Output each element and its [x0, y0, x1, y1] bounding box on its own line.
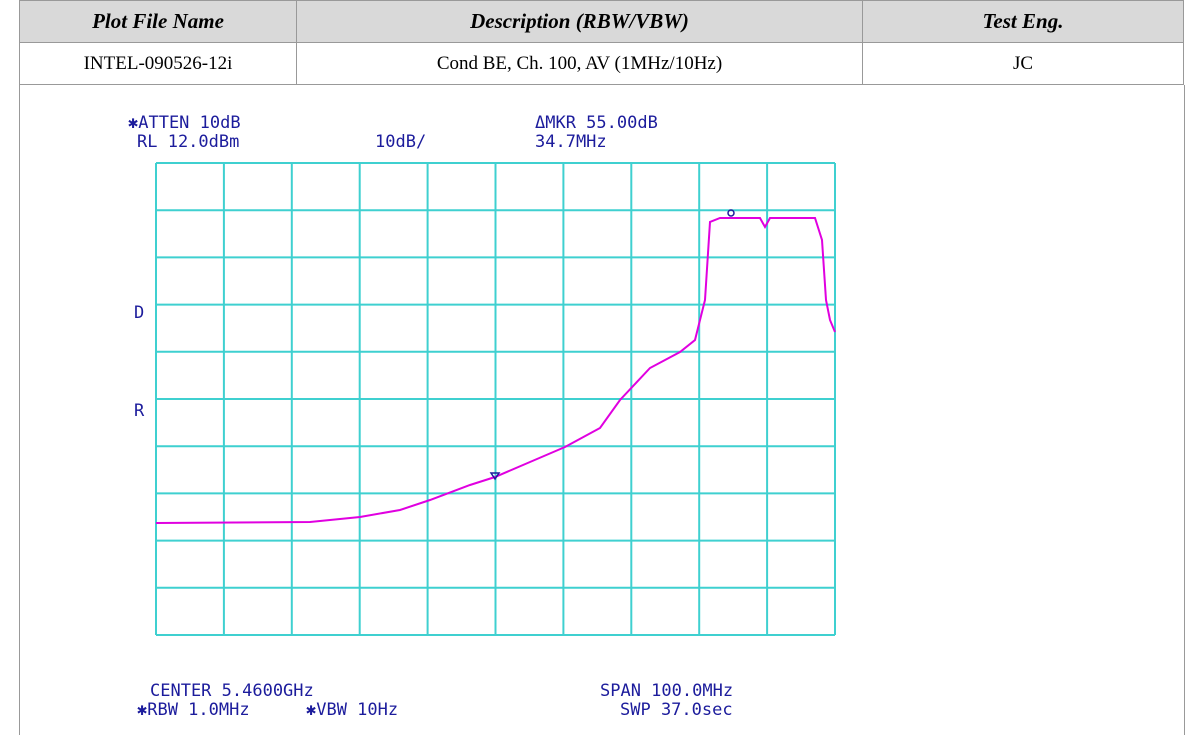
plot-label: SWP 37.0sec: [620, 700, 733, 720]
plot-label: CENTER 5.4600GHz: [150, 681, 314, 701]
plot-label: ✱VBW 10Hz: [306, 700, 398, 720]
plot-label: RL 12.0dBm: [137, 132, 239, 152]
plot-label: ΔMKR 55.00dB: [535, 113, 658, 133]
cell: JC: [862, 42, 1184, 85]
marker: [727, 209, 735, 217]
info-table: Plot File Name Description (RBW/VBW) Tes…: [19, 0, 1184, 85]
cell: INTEL-090526-12i: [19, 42, 297, 85]
plot-label: R: [134, 401, 145, 421]
plot-label: 10dB/: [375, 132, 426, 152]
data-row: INTEL-090526-12i Cond BE, Ch. 100, AV (1…: [19, 42, 1184, 85]
header-row: Plot File Name Description (RBW/VBW) Tes…: [19, 0, 1184, 43]
plot-label: ✱ATTEN 10dB: [128, 113, 241, 133]
plot-label: D: [134, 303, 144, 323]
trace: [155, 217, 836, 524]
header-cell: Description (RBW/VBW): [296, 0, 863, 43]
plot-label: 34.7MHz: [535, 132, 607, 152]
grid: [155, 162, 836, 636]
cell: Cond BE, Ch. 100, AV (1MHz/10Hz): [296, 42, 863, 85]
plot-label: ✱RBW 1.0MHz: [137, 700, 250, 720]
plot-cell: [19, 85, 1185, 735]
header-cell: Plot File Name: [19, 0, 297, 43]
plot-label: SPAN 100.0MHz: [600, 681, 733, 701]
ref-marker: [489, 472, 501, 481]
